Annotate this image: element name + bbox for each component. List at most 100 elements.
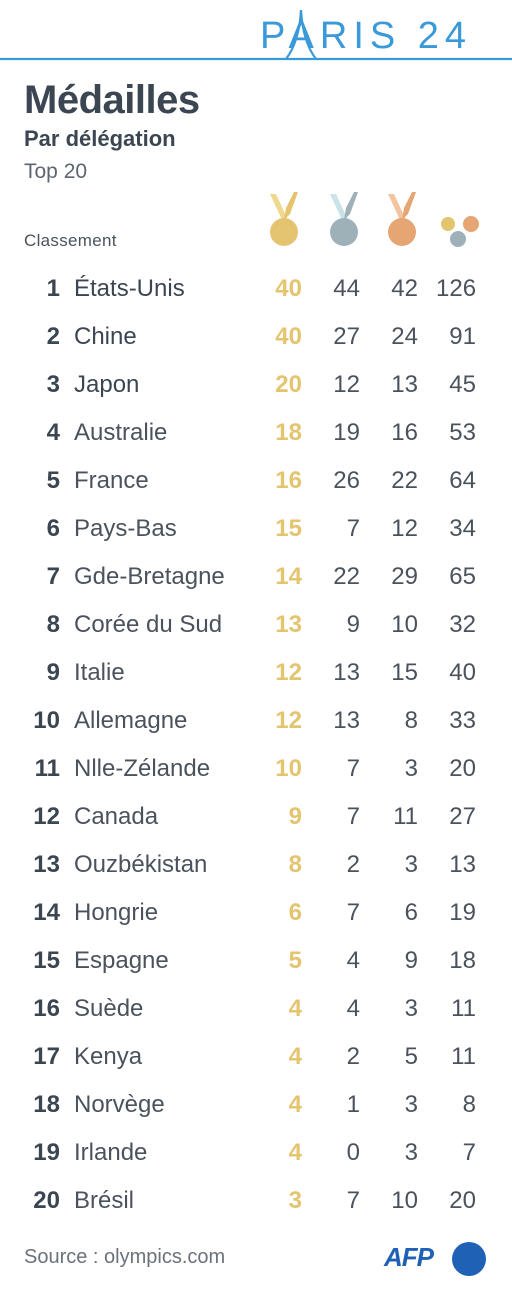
table-row: 18 Norvège 4 1 3 8 [0, 1082, 512, 1130]
bronze-count: 15 [391, 659, 418, 686]
country-name: Brésil [74, 1187, 135, 1214]
rank-cell: 11 [34, 755, 60, 782]
banner-text: PARIS 24 [260, 15, 472, 57]
table-row: 7 Gde-Bretagne 14 22 29 65 [0, 554, 512, 602]
gold-count: 20 [275, 371, 302, 398]
bronze-count: 3 [404, 1139, 418, 1166]
rank-cell: 2 [46, 323, 60, 350]
gold-count: 4 [288, 995, 302, 1022]
country-name: Ouzbékistan [74, 851, 208, 878]
country-name: Chine [74, 323, 137, 350]
rank-cell: 6 [46, 515, 60, 542]
bronze-count: 9 [404, 947, 418, 974]
bronze-count: 3 [404, 995, 418, 1022]
country-name: Nlle-Zélande [74, 755, 211, 782]
rank-cell: 8 [46, 611, 60, 638]
table-row: 5 France 16 26 22 64 [0, 458, 512, 506]
gold-count: 40 [275, 323, 302, 350]
silver-count: 7 [346, 515, 360, 542]
country-name: Kenya [74, 1043, 143, 1070]
silver-medal-icon [330, 192, 358, 246]
total-count: 13 [449, 851, 476, 878]
country-name: Espagne [74, 947, 169, 974]
rank-column-label: Classement [24, 231, 117, 250]
bronze-count: 22 [391, 467, 418, 494]
table-row: 19 Irlande 4 0 3 7 [0, 1130, 512, 1178]
paris-24-banner: PARIS 24 [0, 9, 512, 61]
gold-count: 14 [275, 563, 302, 590]
rank-cell: 13 [33, 851, 60, 878]
bronze-count: 3 [404, 1091, 418, 1118]
table-row: 4 Australie 18 19 16 53 [0, 410, 512, 458]
gold-count: 16 [275, 467, 302, 494]
country-name: États-Unis [74, 275, 185, 302]
rank-cell: 4 [46, 419, 60, 446]
rank-cell: 5 [46, 467, 60, 494]
bronze-count: 42 [391, 275, 418, 302]
bronze-count: 13 [391, 371, 418, 398]
rank-cell: 15 [33, 947, 60, 974]
silver-count: 4 [346, 995, 360, 1022]
silver-count: 19 [333, 419, 360, 446]
silver-count: 2 [346, 851, 360, 878]
bronze-count: 12 [391, 515, 418, 542]
table-row: 3 Japon 20 12 13 45 [0, 362, 512, 410]
page-subsubtitle: Top 20 [24, 160, 88, 183]
total-count: 19 [449, 899, 476, 926]
table-row: 20 Brésil 3 7 10 20 [0, 1178, 512, 1226]
rank-cell: 18 [33, 1091, 60, 1118]
silver-count: 13 [333, 707, 360, 734]
table-row: 2 Chine 40 27 24 91 [0, 314, 512, 362]
gold-count: 15 [275, 515, 302, 542]
table-row: 1 États-Unis 40 44 42 126 [0, 266, 512, 314]
silver-count: 13 [333, 659, 360, 686]
total-count: 91 [449, 323, 476, 350]
total-count: 20 [449, 1187, 476, 1214]
gold-count: 4 [288, 1091, 302, 1118]
total-count: 11 [451, 1043, 476, 1070]
country-name: Gde-Bretagne [74, 563, 225, 590]
gold-count: 5 [288, 947, 302, 974]
total-count: 126 [436, 275, 477, 302]
total-count: 18 [449, 947, 476, 974]
table-row: 9 Italie 12 13 15 40 [0, 650, 512, 698]
gold-count: 4 [288, 1139, 302, 1166]
gold-count: 9 [288, 803, 302, 830]
total-count: 53 [449, 419, 476, 446]
gold-count: 8 [288, 851, 302, 878]
total-count: 40 [449, 659, 476, 686]
gold-count: 18 [275, 419, 302, 446]
total-count: 33 [449, 707, 476, 734]
bronze-count: 3 [404, 755, 418, 782]
total-count: 11 [451, 995, 476, 1022]
silver-count: 22 [333, 563, 360, 590]
table-row: 8 Corée du Sud 13 9 10 32 [0, 602, 512, 650]
gold-count: 10 [275, 755, 302, 782]
bronze-count: 16 [391, 419, 418, 446]
medal-table: 1 États-Unis 40 44 42 126 2 Chine 40 27 24 91 3 Japon… [0, 266, 512, 1226]
page-subtitle: Par délégation [24, 126, 176, 151]
rank-cell: 17 [33, 1043, 60, 1070]
table-row: 11 Nlle-Zélande 10 7 3 20 [0, 746, 512, 794]
afp-logo-dot [452, 1242, 486, 1276]
total-count: 27 [449, 803, 476, 830]
silver-count: 4 [346, 947, 360, 974]
bronze-count: 11 [393, 803, 418, 830]
silver-count: 12 [333, 371, 360, 398]
rank-cell: 20 [33, 1187, 60, 1214]
total-count: 7 [462, 1139, 476, 1166]
table-row: 13 Ouzbékistan 8 2 3 13 [0, 842, 512, 890]
silver-count: 7 [346, 899, 360, 926]
total-count: 20 [449, 755, 476, 782]
table-row: 12 Canada 9 7 11 27 [0, 794, 512, 842]
gold-count: 3 [288, 1187, 302, 1214]
bronze-count: 10 [391, 611, 418, 638]
bronze-count: 29 [391, 563, 418, 590]
silver-count: 9 [346, 611, 360, 638]
country-name: Japon [74, 371, 140, 398]
country-name: Norvège [74, 1091, 165, 1118]
country-name: Italie [74, 659, 125, 686]
gold-count: 4 [288, 1043, 302, 1070]
bronze-count: 6 [404, 899, 418, 926]
rank-cell: 1 [46, 275, 60, 302]
